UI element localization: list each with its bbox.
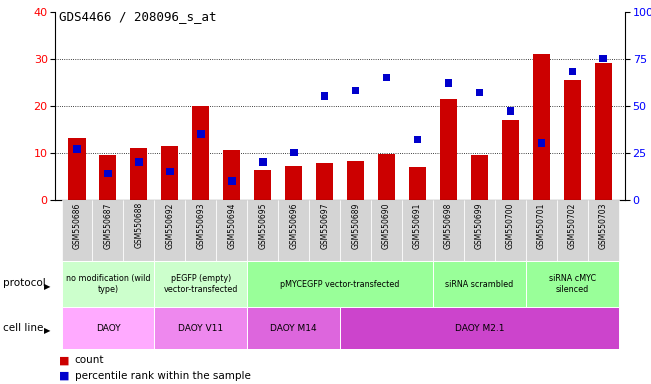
Text: GSM550689: GSM550689: [351, 202, 360, 248]
Text: GSM550693: GSM550693: [197, 202, 205, 248]
Text: GDS4466 / 208096_s_at: GDS4466 / 208096_s_at: [59, 10, 216, 23]
Text: ▶: ▶: [44, 326, 51, 336]
Bar: [154, 307, 247, 349]
Text: GSM550686: GSM550686: [72, 202, 81, 248]
Bar: [402, 200, 433, 261]
Bar: [192, 106, 210, 200]
Bar: [104, 170, 112, 177]
Bar: [445, 79, 452, 87]
Bar: [62, 307, 154, 349]
Text: GSM550701: GSM550701: [537, 202, 546, 248]
Text: ▶: ▶: [44, 281, 51, 291]
Bar: [383, 74, 391, 81]
Bar: [100, 155, 117, 200]
Bar: [464, 200, 495, 261]
Text: count: count: [75, 355, 104, 365]
Text: pMYCEGFP vector-transfected: pMYCEGFP vector-transfected: [281, 280, 400, 289]
Bar: [92, 200, 124, 261]
Bar: [409, 167, 426, 200]
Bar: [600, 55, 607, 62]
Bar: [321, 93, 329, 100]
Bar: [285, 166, 302, 200]
Bar: [526, 200, 557, 261]
Bar: [340, 200, 371, 261]
Bar: [166, 168, 174, 175]
Text: ■: ■: [59, 371, 69, 381]
Bar: [347, 161, 364, 200]
Bar: [538, 139, 545, 147]
Text: GSM550690: GSM550690: [382, 202, 391, 248]
Bar: [62, 200, 92, 261]
Bar: [352, 87, 359, 94]
Bar: [247, 200, 278, 261]
Text: GSM550687: GSM550687: [104, 202, 113, 248]
Bar: [124, 200, 154, 261]
Bar: [186, 200, 216, 261]
Text: pEGFP (empty)
vector-transfected: pEGFP (empty) vector-transfected: [163, 274, 238, 294]
Text: siRNA scrambled: siRNA scrambled: [445, 280, 514, 289]
Text: GSM550702: GSM550702: [568, 202, 577, 248]
Bar: [414, 136, 421, 143]
Text: GSM550698: GSM550698: [444, 202, 453, 248]
Bar: [278, 200, 309, 261]
Bar: [290, 149, 298, 156]
Text: no modification (wild
type): no modification (wild type): [66, 274, 150, 294]
Bar: [433, 261, 526, 307]
Text: GSM550699: GSM550699: [475, 202, 484, 248]
Text: DAOY V11: DAOY V11: [178, 324, 223, 333]
Bar: [197, 130, 204, 137]
Bar: [154, 200, 186, 261]
Bar: [471, 155, 488, 200]
Bar: [564, 80, 581, 200]
Bar: [506, 108, 514, 115]
Bar: [130, 148, 147, 200]
Bar: [154, 261, 247, 307]
Bar: [340, 307, 618, 349]
Bar: [309, 200, 340, 261]
Text: DAOY M2.1: DAOY M2.1: [454, 324, 505, 333]
Bar: [161, 146, 178, 200]
Text: siRNA cMYC
silenced: siRNA cMYC silenced: [549, 274, 596, 294]
Bar: [316, 163, 333, 200]
Text: GSM550692: GSM550692: [165, 202, 174, 248]
Text: DAOY M14: DAOY M14: [270, 324, 317, 333]
Text: GSM550695: GSM550695: [258, 202, 268, 248]
Text: DAOY: DAOY: [96, 324, 120, 333]
Text: ■: ■: [59, 355, 69, 365]
Text: GSM550703: GSM550703: [599, 202, 608, 248]
Bar: [247, 261, 433, 307]
Text: GSM550697: GSM550697: [320, 202, 329, 248]
Bar: [595, 63, 612, 200]
Bar: [568, 68, 576, 76]
Bar: [495, 200, 526, 261]
Text: GSM550696: GSM550696: [289, 202, 298, 248]
Bar: [557, 200, 588, 261]
Bar: [533, 54, 550, 200]
Bar: [62, 261, 154, 307]
Bar: [255, 170, 271, 200]
Bar: [371, 200, 402, 261]
Bar: [433, 200, 464, 261]
Bar: [68, 137, 85, 200]
Bar: [588, 200, 618, 261]
Bar: [135, 158, 143, 166]
Bar: [216, 200, 247, 261]
Bar: [378, 154, 395, 200]
Bar: [476, 89, 483, 96]
Text: percentile rank within the sample: percentile rank within the sample: [75, 371, 251, 381]
Text: GSM550688: GSM550688: [134, 202, 143, 248]
Text: GSM550700: GSM550700: [506, 202, 515, 248]
Bar: [223, 150, 240, 200]
Bar: [526, 261, 618, 307]
Bar: [440, 99, 457, 200]
Text: cell line: cell line: [3, 323, 44, 333]
Text: GSM550694: GSM550694: [227, 202, 236, 248]
Bar: [73, 145, 81, 152]
Bar: [247, 307, 340, 349]
Text: GSM550691: GSM550691: [413, 202, 422, 248]
Bar: [259, 158, 266, 166]
Text: protocol: protocol: [3, 278, 46, 288]
Bar: [228, 177, 236, 185]
Bar: [502, 120, 519, 200]
